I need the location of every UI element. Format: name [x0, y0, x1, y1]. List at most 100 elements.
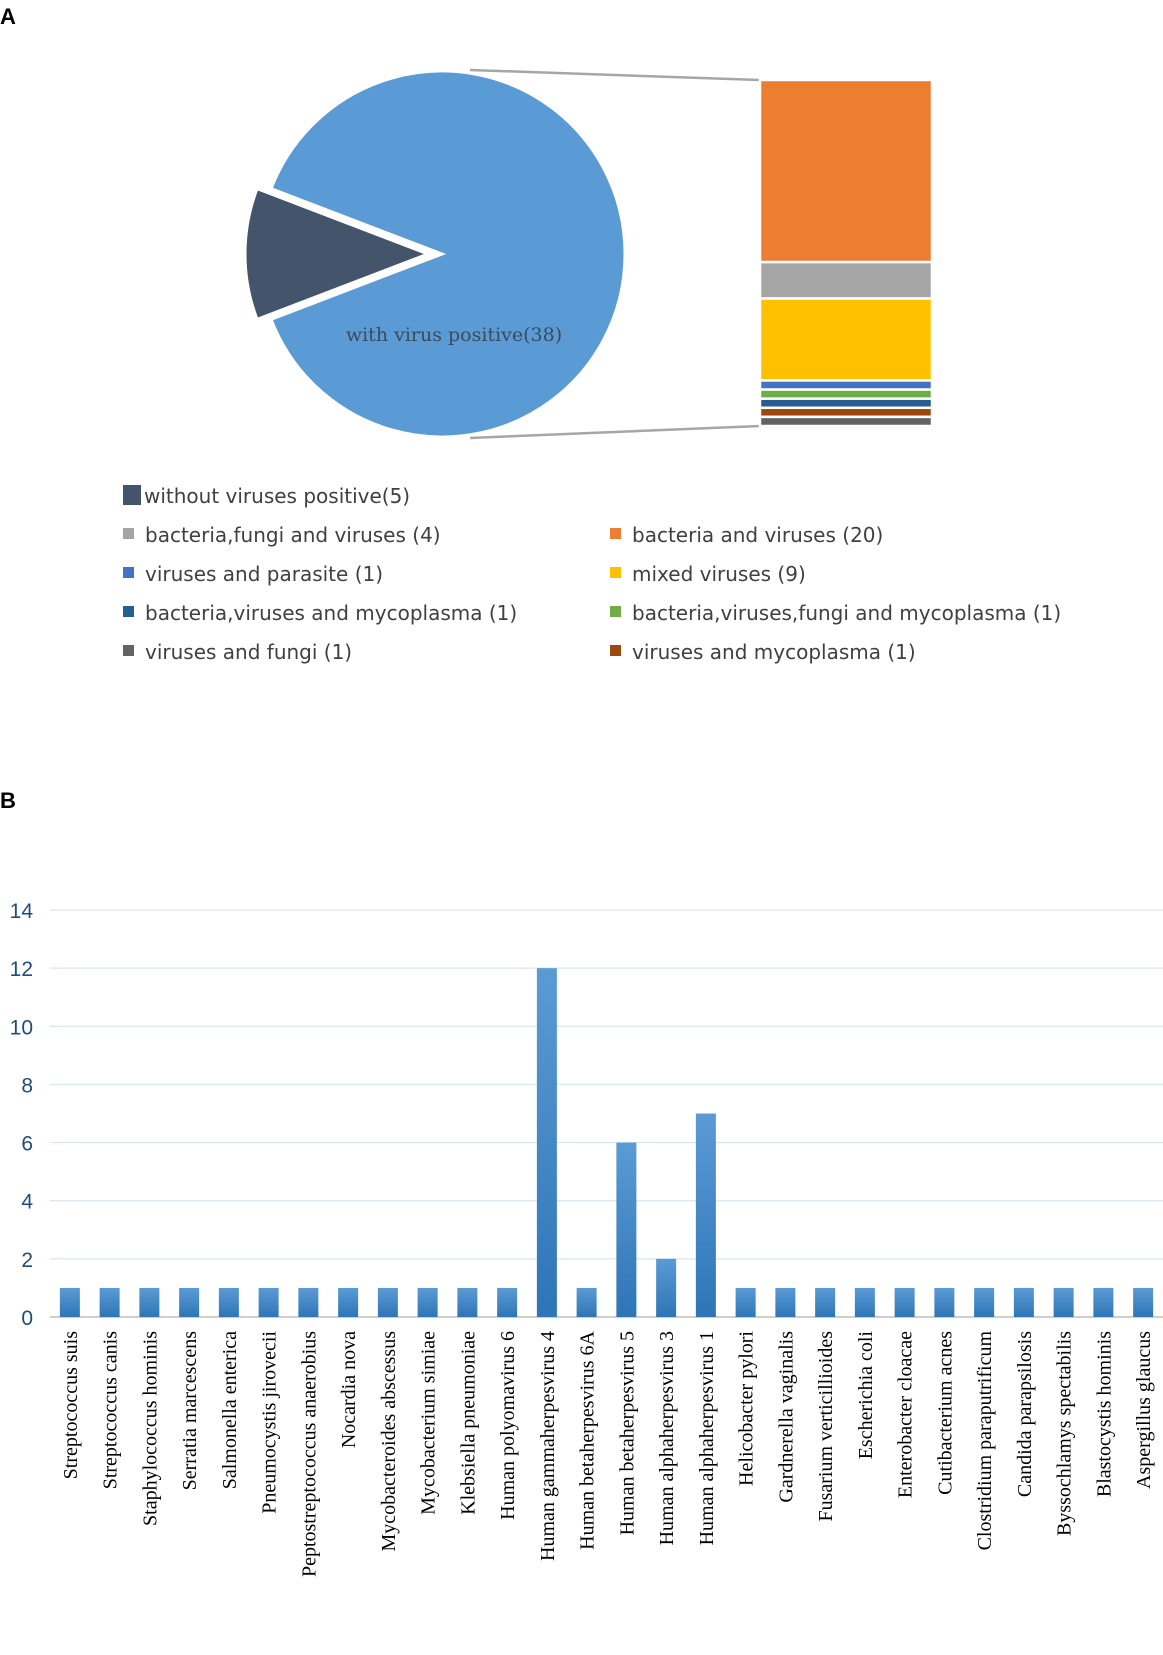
- pie-slice-without-viruses-positive: [243, 186, 433, 322]
- x-tick-label-5: Pneumocystis jirovecii: [259, 1331, 281, 1514]
- bar-8: [377, 1287, 398, 1317]
- breakdown-segment-0: [758, 78, 934, 264]
- x-tick-label-3: Serratia marcescens: [179, 1331, 201, 1491]
- panel-label-a: A: [0, 4, 16, 29]
- bar-chart-gridlines: [50, 909, 1163, 1318]
- y-tick-label-0: 0: [21, 1307, 33, 1330]
- x-tick-label-12: Human gammaherpesvirus 4: [537, 1331, 559, 1561]
- legend-label-3: mixed viruses (9): [632, 562, 806, 586]
- x-tick-label-13: Human betaherpesvirus 6A: [577, 1330, 599, 1549]
- bar-chart-y-axis: 0 2 4 6 8 10 12 14: [10, 900, 34, 1330]
- x-tick-label-14: Human betaherpesvirus 5: [616, 1331, 638, 1535]
- y-tick-label-10: 10: [10, 1016, 33, 1039]
- bar-18: [775, 1287, 796, 1317]
- legend-label-2: bacteria,fungi and viruses (4): [145, 523, 441, 547]
- legend-swatch-0: [123, 485, 141, 505]
- x-tick-label-11: Human polyomavirus 6: [497, 1331, 519, 1520]
- x-tick-label-8: Mycobacteroides abscessus: [378, 1331, 400, 1552]
- bar-2: [139, 1287, 160, 1317]
- pie-slice-with-virus-positive: [269, 69, 627, 439]
- bar-27: [1133, 1287, 1154, 1317]
- x-tick-label-17: Helicobacter pylori: [736, 1331, 758, 1486]
- bar-0: [59, 1287, 80, 1317]
- x-tick-label-15: Human alphaherpesvirus 3: [656, 1331, 678, 1545]
- legend-swatch-3: [610, 567, 621, 578]
- x-tick-label-20: Escherichia coli: [855, 1331, 877, 1460]
- x-tick-label-10: Klebsiella pneumoniae: [457, 1331, 479, 1515]
- bar-17: [735, 1287, 756, 1317]
- y-tick-label-14: 14: [10, 900, 34, 923]
- x-tick-label-21: Enterobacter cloacae: [895, 1331, 917, 1498]
- x-tick-label-6: Peptostreptococcus anaerobius: [298, 1331, 320, 1577]
- bar-3: [179, 1287, 200, 1317]
- bar-19: [815, 1287, 836, 1317]
- panel-label-b: B: [0, 788, 16, 813]
- legend-label-5: bacteria,viruses,fungi and mycoplasma (1…: [632, 601, 1061, 625]
- y-tick-label-6: 6: [21, 1133, 33, 1156]
- bar-15: [656, 1258, 677, 1317]
- x-tick-label-0: Streptococcus suis: [60, 1331, 82, 1480]
- breakdown-segment-4: [758, 388, 934, 400]
- pie-legend: without viruses positive(5) bacteria and …: [123, 484, 1061, 664]
- x-tick-label-18: Gardnerella vaginalis: [775, 1331, 797, 1503]
- bar-4: [218, 1287, 239, 1317]
- x-tick-label-23: Clostridium paraputrificum: [974, 1331, 996, 1551]
- legend-label-6: bacteria,viruses and mycoplasma (1): [145, 601, 517, 625]
- bar-24: [1013, 1287, 1034, 1317]
- x-tick-label-25: Byssochlamys spectabilis: [1054, 1331, 1076, 1536]
- x-tick-label-24: Candida parapsilosis: [1014, 1331, 1036, 1497]
- pie-slice-label: with virus positive(38): [346, 324, 562, 346]
- legend-label-0: without viruses positive(5): [144, 484, 410, 508]
- breakdown-segment-3: [758, 379, 934, 391]
- legend-swatch-7: [610, 645, 621, 656]
- bar-chart-x-axis: Streptococcus suis Streptococcus canis Sta…: [60, 1330, 1155, 1577]
- bar-16: [695, 1113, 716, 1317]
- x-tick-label-22: Cutibacterium acnes: [934, 1331, 956, 1495]
- x-tick-label-1: Streptococcus canis: [100, 1331, 122, 1489]
- bar-25: [1053, 1287, 1074, 1317]
- breakdown-segment-1: [758, 260, 934, 300]
- bar-26: [1093, 1287, 1114, 1317]
- legend-swatch-5: [610, 606, 621, 617]
- x-tick-label-9: Mycobacterium simiae: [418, 1331, 440, 1515]
- legend-label-4: viruses and parasite (1): [145, 562, 383, 586]
- bar-20: [854, 1287, 875, 1317]
- legend-swatch-1: [610, 528, 621, 539]
- legend-label-1: bacteria and viruses (20): [632, 523, 883, 547]
- legend-swatch-8: [123, 645, 134, 656]
- connector-line-top: [469, 68, 761, 82]
- legend-swatch-2: [123, 528, 134, 539]
- legend-swatch-4: [123, 567, 134, 578]
- bar-14: [616, 1142, 637, 1317]
- bar-12: [536, 968, 557, 1317]
- breakdown-segment-6: [758, 406, 934, 419]
- bar-6: [298, 1287, 319, 1317]
- bar-9: [417, 1287, 438, 1317]
- bar-21: [894, 1287, 915, 1317]
- y-tick-label-2: 2: [21, 1249, 33, 1272]
- bar-11: [497, 1287, 518, 1317]
- bar-13: [576, 1287, 597, 1317]
- breakdown-segment-5: [758, 397, 934, 410]
- x-tick-label-26: Blastocystis hominis: [1093, 1331, 1115, 1497]
- bar-10: [457, 1287, 478, 1317]
- breakdown-stacked-bar: [469, 68, 934, 440]
- bar-1: [99, 1287, 120, 1317]
- x-tick-label-27: Aspergillus glaucus: [1133, 1331, 1155, 1489]
- x-tick-label-7: Nocardia nova: [338, 1331, 360, 1448]
- bar-chart-bars: [59, 968, 1154, 1317]
- bar-5: [258, 1287, 279, 1317]
- bar-7: [338, 1287, 359, 1317]
- x-tick-label-16: Human alphaherpesvirus 1: [696, 1331, 718, 1545]
- x-tick-label-2: Staphylococcus hominis: [139, 1331, 161, 1526]
- legend-label-8: viruses and fungi (1): [145, 640, 352, 664]
- x-tick-label-4: Salmonella enterica: [219, 1331, 241, 1489]
- bar-23: [974, 1287, 995, 1317]
- y-tick-label-8: 8: [21, 1074, 33, 1097]
- legend-swatch-6: [123, 606, 134, 617]
- y-tick-label-4: 4: [21, 1191, 33, 1214]
- pie-chart: with virus positive(38): [243, 69, 627, 439]
- bar-22: [934, 1287, 955, 1317]
- legend-label-7: viruses and mycoplasma (1): [632, 640, 916, 664]
